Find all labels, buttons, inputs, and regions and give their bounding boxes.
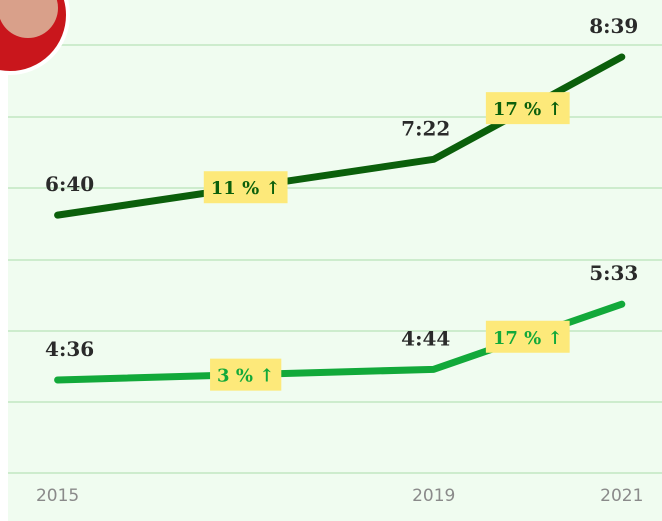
- change-badge: 17 % ↑: [486, 92, 570, 124]
- x-tick-label: 2019: [412, 486, 455, 506]
- change-badge: 11 % ↑: [204, 171, 288, 203]
- chart: 2015 2019 2021 6:40 7:22 8:39 11 % ↑ 17 % ↑ 4:36…: [0, 0, 662, 521]
- change-label: 17 % ↑: [493, 99, 563, 120]
- value-label: 4:36: [45, 337, 94, 361]
- value-label: 7:22: [401, 116, 450, 140]
- change-label: 11 % ↑: [211, 178, 281, 199]
- change-badge: 17 % ↑: [486, 321, 570, 353]
- x-tick-label: 2015: [36, 486, 79, 506]
- x-tick-label: 2021: [600, 486, 643, 506]
- change-label: 17 % ↑: [493, 328, 563, 349]
- value-label: 6:40: [45, 172, 94, 196]
- value-label: 5:33: [589, 261, 638, 285]
- value-label: 8:39: [589, 14, 638, 38]
- change-badge: 3 % ↑: [210, 359, 281, 391]
- change-label: 3 % ↑: [217, 366, 274, 387]
- value-label: 4:44: [401, 326, 450, 350]
